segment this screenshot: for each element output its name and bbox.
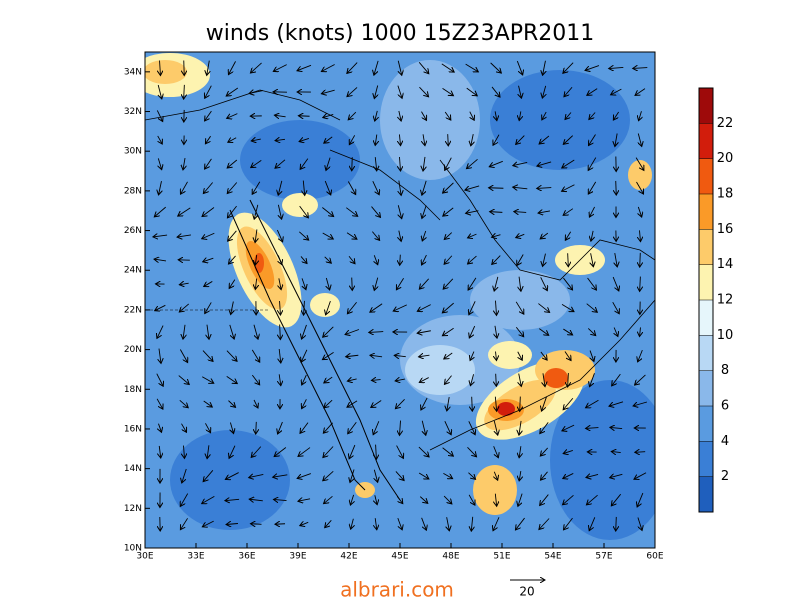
x-tick-label: 42E — [340, 552, 357, 562]
y-tick-label: 16N — [124, 424, 142, 434]
wind-arrow — [448, 134, 449, 146]
colorbar-label: 22 — [717, 116, 734, 131]
colorbar-band — [699, 371, 713, 406]
y-tick-label: 14N — [124, 464, 142, 474]
y-tick-label: 12N — [124, 504, 142, 514]
y-tick-label: 18N — [124, 385, 142, 395]
wind-arrow — [616, 181, 617, 195]
colorbar-band — [699, 300, 713, 335]
colorbar-band — [699, 406, 713, 441]
y-tick-label: 28N — [124, 186, 142, 196]
wind-arrow — [400, 255, 401, 266]
colorbar-band — [699, 159, 713, 194]
colorbar-label: 2 — [721, 469, 729, 484]
y-tick-label: 24N — [124, 266, 142, 276]
wind-arrow — [352, 278, 353, 291]
wind-arrow — [496, 374, 497, 386]
wind-arrow — [298, 116, 309, 117]
colorbar-label: 4 — [721, 434, 729, 449]
colorbar-label: 20 — [717, 151, 734, 166]
wind-arrow — [568, 253, 569, 266]
colorbar-band — [699, 265, 713, 300]
wind-arrow — [635, 452, 645, 453]
x-tick-label: 33E — [187, 552, 204, 562]
wind-arrow — [352, 157, 353, 171]
wind-arrow — [640, 253, 641, 267]
wind-field — [130, 52, 670, 548]
colorbar-label: 14 — [717, 257, 734, 272]
colorbar-label: 16 — [717, 222, 734, 237]
colorbar-label: 6 — [721, 399, 729, 414]
title: winds (knots) 1000 15Z23APR2011 — [206, 21, 595, 46]
footer: albrari.com — [340, 578, 454, 601]
colorbar-band — [699, 229, 713, 264]
x-tick-label: 57E — [595, 552, 612, 562]
wind-arrow — [472, 397, 473, 411]
y-tick-label: 22N — [124, 305, 142, 315]
y-tick-label: 32N — [124, 107, 142, 117]
x-tick-label: 51E — [493, 552, 510, 562]
colorbar-band — [699, 335, 713, 370]
y-tick-label: 30N — [124, 147, 142, 157]
y-tick-label: 10N — [124, 544, 142, 554]
y-tick-label: 34N — [124, 67, 142, 77]
colorbar-label: 18 — [717, 187, 734, 202]
x-tick-label: 36E — [238, 552, 255, 562]
colorbar-band — [699, 194, 713, 229]
y-tick-label: 26N — [124, 226, 142, 236]
reference-label: 20 — [519, 585, 534, 599]
colorbar-band — [699, 123, 713, 158]
x-tick-label: 48E — [442, 552, 459, 562]
wind-arrow — [275, 524, 285, 525]
colorbar-band — [699, 441, 713, 476]
wind-arrow — [256, 422, 257, 434]
x-tick-label: 45E — [391, 552, 408, 562]
x-tick-label: 54E — [544, 552, 561, 562]
colorbar-label: 12 — [717, 293, 734, 308]
x-tick-label: 60E — [646, 552, 663, 562]
y-tick-label: 20N — [124, 345, 142, 355]
x-tick-label: 39E — [289, 552, 306, 562]
colorbar-label: 8 — [721, 363, 729, 378]
colorbar-label: 10 — [717, 328, 734, 343]
colorbar-band — [699, 477, 713, 512]
colorbar-band — [699, 88, 713, 123]
wind-arrow — [616, 517, 617, 531]
